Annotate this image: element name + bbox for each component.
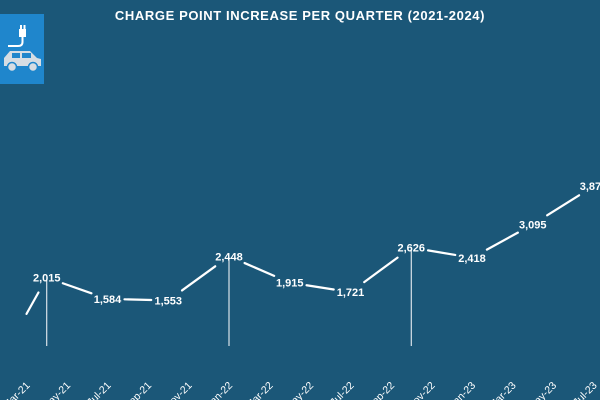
series-line-segment-8 [485,231,519,251]
x-tick-label-4: Sep-21 [122,380,155,400]
data-label-8: 2,418 [458,253,486,265]
x-tick-label-5: Nov-21 [162,380,195,400]
x-tick-label-3: Jul-21 [85,380,114,400]
series-line-segment-3 [180,265,217,292]
series-line-segment-7 [426,249,457,257]
series-line-segment-1 [61,282,93,295]
series-line-segment-2 [123,298,153,302]
x-tick-label-15: Jul-23 [571,380,600,400]
series-line-segment-5 [305,284,335,291]
data-label-3: 1,553 [154,295,182,307]
data-label-6: 1,721 [337,287,365,299]
data-label-5: 1,915 [276,278,304,290]
data-label-2: 1,584 [94,294,122,306]
x-tick-label-2: May-21 [40,380,73,400]
value-labels: 2,015 1,584 1,553 2,448 1,915 1,721 2,626 2,418… [33,181,600,307]
x-tick-label-6: Jan-22 [204,380,235,400]
data-label-10: 3,870 [580,181,600,193]
series-line-segment-4 [243,261,276,277]
x-tick-label-7: Mar-22 [244,380,276,400]
x-tick-label-1: Mar-21 [1,380,33,400]
data-label-9: 3,095 [519,219,547,231]
x-tick-label-8: May-22 [283,380,316,400]
x-tick-label-9: Jul-22 [328,380,357,400]
x-tick-label-10: Sep-22 [365,380,398,400]
ev-charging-badge [0,14,44,84]
x-tick-label-13: Mar-23 [487,380,519,400]
series-line [25,194,581,315]
x-tick-label-11: Nov-22 [405,380,438,400]
ev-charging-car-icon [4,25,41,73]
chart-title: CHARGE POINT INCREASE PER QUARTER (2021-… [114,8,486,23]
x-tick-label-14: May-23 [526,380,559,400]
series-line-segment-6 [363,256,399,284]
series-line-segment-9 [546,194,581,217]
data-label-7: 2,626 [397,243,425,255]
x-axis-tick-labels: Jan-21Mar-21May-21Jul-21Sep-21Nov-21Jan-… [1,380,600,400]
drop-lines [46,249,412,346]
series-line-segment-0 [25,291,40,315]
data-label-4: 2,448 [215,251,243,263]
x-tick-label-12: Jan-23 [447,380,478,400]
data-label-1: 2,015 [33,273,61,285]
